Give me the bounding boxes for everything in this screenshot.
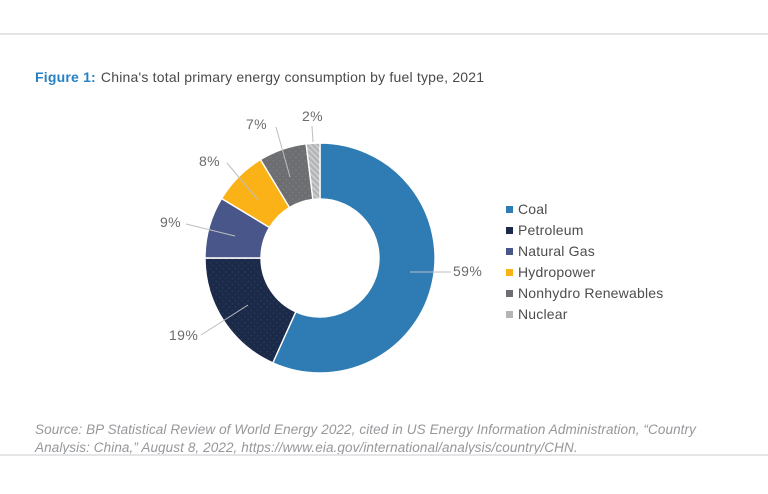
donut-slices	[204, 142, 436, 374]
leader-line	[311, 125, 314, 143]
legend-swatch-hydropower	[506, 268, 513, 276]
legend-item-nonhydro-renewables: Nonhydro Renewables	[506, 285, 664, 301]
figure-number-label: Figure 1:	[35, 69, 96, 85]
slice-percent-label-hydropower: 8%	[199, 153, 221, 169]
bottom-divider-rule	[0, 454, 768, 456]
legend-swatch-coal	[506, 205, 513, 213]
slice-percent-label-natural-gas: 9%	[160, 214, 182, 230]
legend-item-petroleum: Petroleum	[506, 222, 663, 238]
legend-label: Hydropower	[518, 264, 596, 280]
legend-item-hydropower: Hydropower	[506, 264, 663, 280]
slice-percent-label-nuclear: 2%	[302, 108, 324, 124]
legend-label: Nuclear	[518, 306, 568, 322]
chart-legend: Coal Petroleum Natural Gas Hydropower No…	[506, 201, 664, 328]
source-citation: Source: BP Statistical Review of World E…	[35, 421, 696, 455]
legend-swatch-nuclear	[506, 310, 513, 318]
legend-swatch-petroleum	[506, 226, 513, 234]
slice-percent-label-nonhydro: 7%	[246, 116, 268, 132]
donut-slice-nuclear	[305, 142, 321, 201]
legend-swatch-nonhydro-renewables	[506, 289, 513, 297]
legend-label: Natural Gas	[518, 243, 595, 259]
slice-percent-label-petroleum: 19%	[169, 327, 199, 343]
figure-title-text: China's total primary energy consumption…	[100, 69, 485, 85]
leader-line	[275, 126, 291, 178]
leader-line	[200, 304, 249, 336]
legend-item-nuclear: Nuclear	[506, 306, 663, 322]
legend-label: Petroleum	[518, 222, 584, 238]
legend-item-natural-gas: Natural Gas	[506, 243, 663, 259]
figure-title: Figure 1: China's total primary energy co…	[35, 69, 484, 85]
legend-label: Nonhydro Renewables	[518, 285, 664, 301]
slice-percent-label-coal: 59%	[453, 263, 483, 279]
legend-item-coal: Coal	[506, 201, 663, 217]
legend-label: Coal	[518, 201, 548, 217]
donut-slice-coal	[272, 142, 436, 374]
leader-line	[185, 223, 236, 237]
legend-swatch-natural-gas	[506, 247, 513, 255]
top-divider-rule	[0, 33, 768, 35]
callout-leader-lines	[185, 125, 451, 336]
leader-line	[226, 162, 259, 201]
